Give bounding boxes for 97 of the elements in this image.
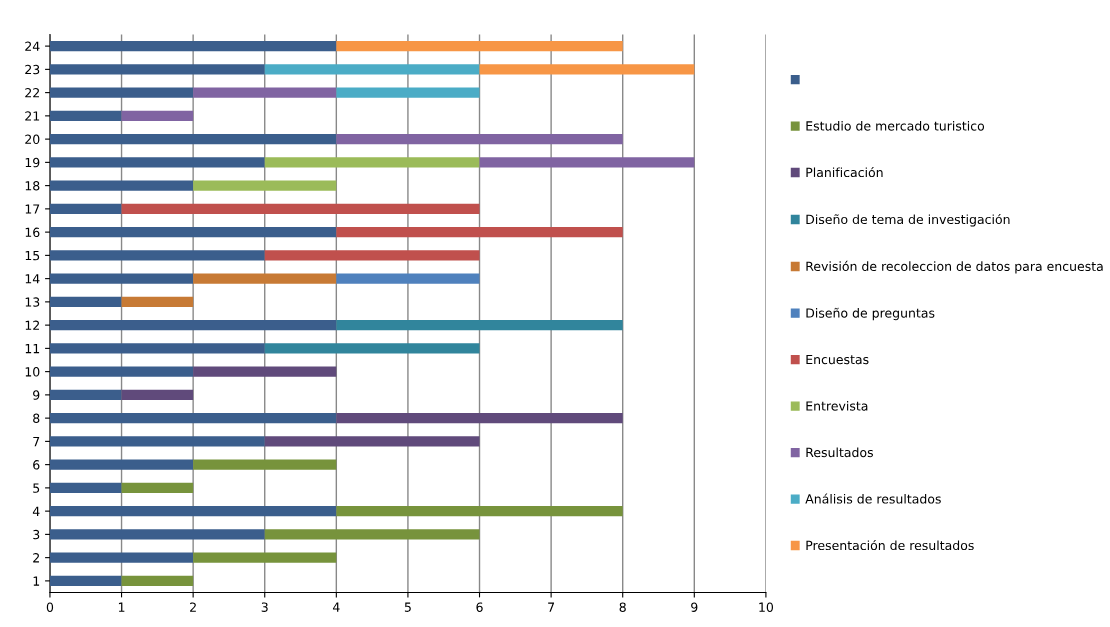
bar (121, 296, 194, 308)
bar (264, 436, 480, 447)
y-tick-label: 6 (33, 460, 40, 470)
y-tick-label: 11 (25, 344, 40, 354)
bar (49, 482, 122, 494)
y-tick-label: 2 (33, 553, 39, 563)
bar (49, 319, 337, 331)
y-tick-label: 1 (33, 576, 40, 586)
x-tick-label: 9 (691, 602, 698, 612)
legend-label: Revisión de recoleccion de datos para encuesta (806, 260, 1103, 274)
bar (49, 157, 265, 168)
legend-label: Diseño de preguntas (806, 307, 935, 321)
legend-label: Presentación de resultados (806, 539, 974, 551)
bar (193, 366, 337, 377)
bar (264, 343, 480, 354)
y-tick-label: 8 (33, 413, 40, 424)
bar (49, 505, 337, 517)
y-tick-label: 7 (33, 437, 40, 447)
bar (49, 110, 122, 122)
bar (49, 529, 265, 540)
bar (264, 64, 480, 75)
bar (336, 505, 623, 517)
y-tick-label: 24 (25, 41, 40, 51)
y-tick-label: 13 (25, 297, 40, 307)
bar (193, 180, 337, 191)
bar (49, 343, 265, 354)
bar (264, 529, 480, 540)
bar (121, 203, 480, 215)
legend-label: Entrevista (806, 401, 868, 411)
bar (121, 389, 194, 401)
y-tick-label: 4 (32, 506, 40, 516)
y-tick-label: 14 (25, 274, 40, 284)
y-tick-label: 19 (25, 157, 40, 168)
bar (336, 87, 480, 98)
legend-label: Encuestas (806, 354, 869, 365)
bar (49, 226, 337, 238)
bar (264, 250, 480, 261)
bar (193, 273, 337, 284)
legend-label: Diseño de tema de investigación (806, 213, 1010, 227)
y-tick-label: 16 (25, 227, 40, 238)
bar (264, 157, 480, 168)
bar (336, 273, 480, 284)
x-tick-label: 7 (548, 602, 555, 612)
bar (49, 366, 194, 377)
bar (49, 459, 194, 470)
y-tick-label: 21 (25, 111, 40, 121)
bar (49, 40, 337, 52)
bar (479, 64, 695, 75)
x-tick-label: 1 (118, 602, 125, 612)
bar (49, 389, 122, 401)
bar (49, 64, 265, 75)
y-tick-label: 3 (33, 529, 40, 540)
bar (336, 133, 623, 145)
bar (49, 273, 194, 284)
bar (336, 412, 623, 424)
y-tick-label: 18 (25, 181, 40, 191)
bar (49, 203, 122, 215)
y-tick-label: 17 (25, 204, 40, 214)
legend-label: Análisis de resultados (805, 493, 941, 504)
bar (49, 575, 122, 587)
y-tick-label: 12 (25, 320, 39, 330)
bar (49, 552, 194, 563)
bar (193, 87, 337, 98)
legend-label: Planificación (806, 166, 883, 178)
y-tick-label: 20 (25, 134, 40, 145)
bar (121, 110, 194, 122)
x-tick-label: 8 (619, 602, 626, 612)
bar (336, 40, 623, 52)
y-tick-label: 9 (33, 390, 40, 400)
bar (121, 482, 194, 494)
bar (121, 575, 194, 587)
bar (49, 412, 337, 424)
bar (49, 250, 265, 261)
bar (336, 319, 623, 331)
x-tick-label: 3 (261, 602, 268, 612)
legend-label: Estudio de mercado turistico (806, 120, 985, 131)
x-tick-label: 0 (46, 602, 54, 612)
x-tick-label: 4 (332, 602, 340, 612)
x-tick-label: 5 (404, 602, 411, 612)
x-tick-label: 2 (190, 602, 196, 612)
bar (336, 226, 623, 238)
legend-label: Resultados (806, 447, 873, 458)
bar (479, 157, 695, 168)
y-tick-label: 15 (25, 251, 40, 261)
bar (193, 552, 337, 563)
bar (49, 87, 194, 98)
bar (49, 296, 122, 308)
bar (193, 459, 337, 470)
bar (49, 180, 194, 191)
y-tick-label: 10 (25, 367, 40, 377)
x-tick-label: 6 (476, 602, 483, 612)
y-tick-label: 5 (33, 483, 40, 493)
bar (49, 436, 265, 447)
x-tick-label: 10 (759, 602, 774, 612)
bar (49, 133, 337, 145)
y-tick-label: 23 (25, 64, 40, 75)
y-tick-label: 22 (25, 88, 39, 98)
